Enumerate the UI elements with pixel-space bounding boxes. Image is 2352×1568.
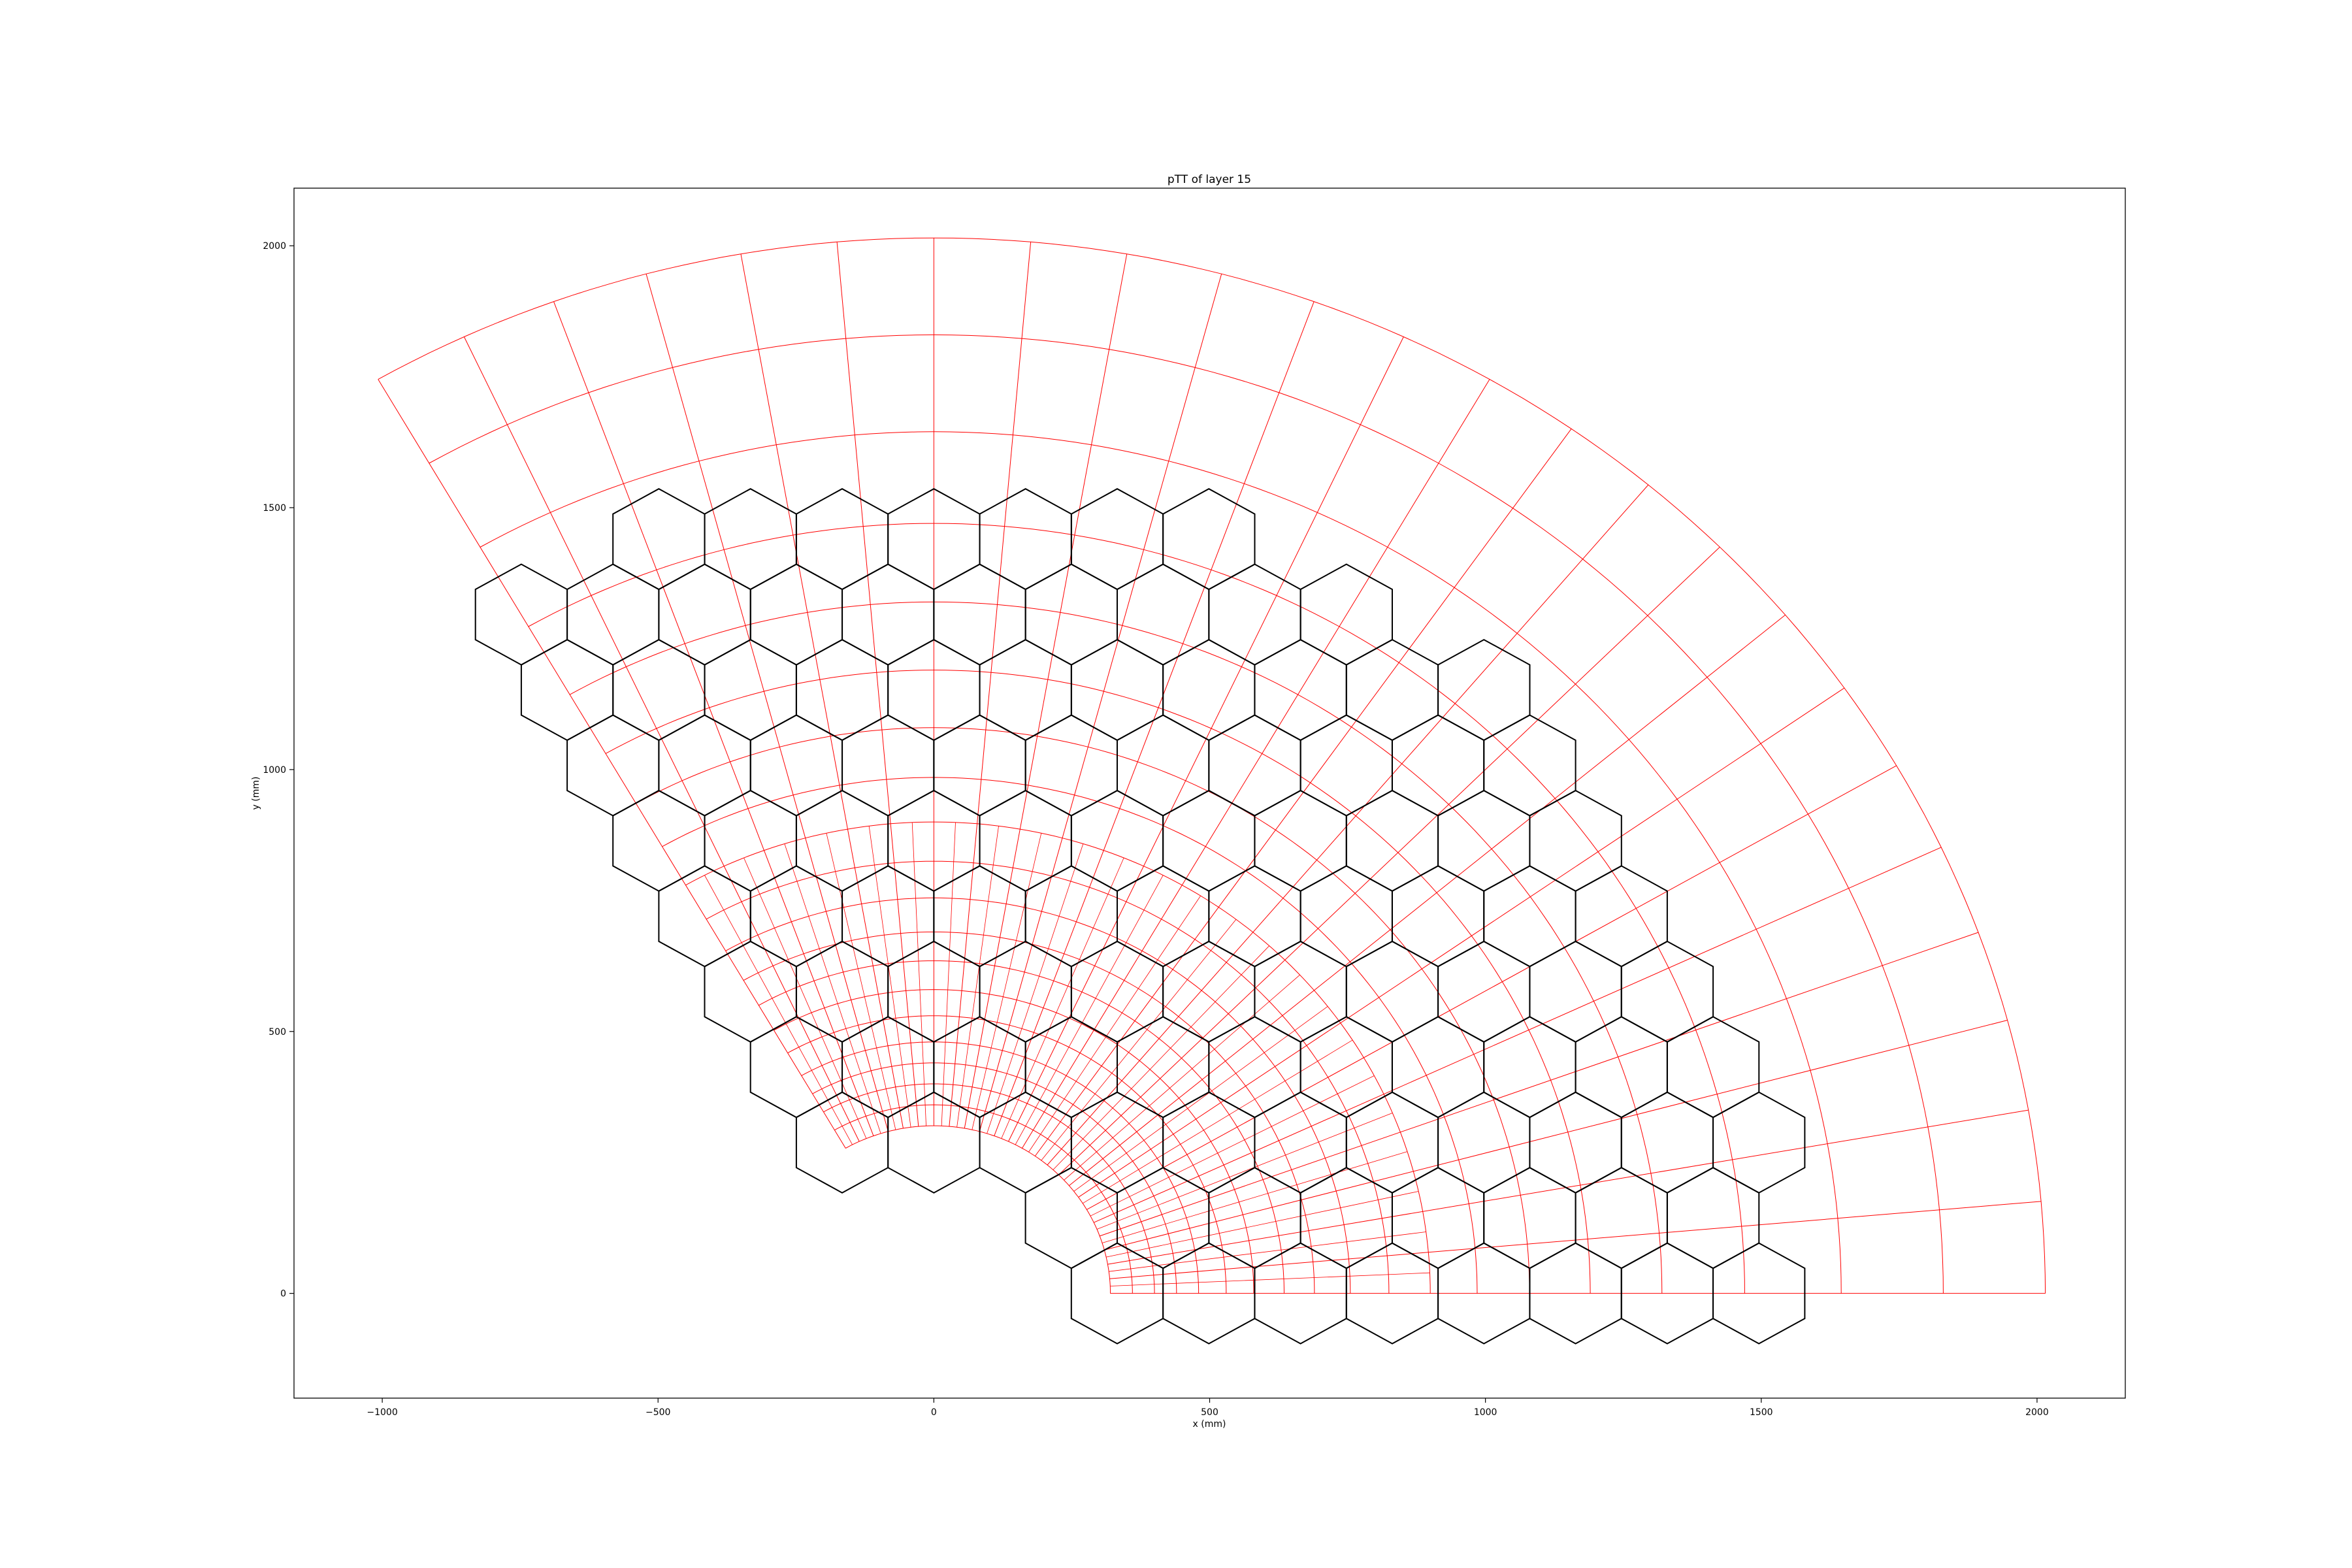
grid-spoke-inner: [868, 826, 911, 1128]
grid-spoke: [645, 274, 889, 1132]
grid-spoke-inner: [911, 822, 926, 1126]
grid-spoke: [964, 253, 1128, 1129]
grid-spoke-inner: [826, 833, 896, 1130]
grid-spoke-inner: [1041, 919, 1237, 1161]
module-hexagon: [1162, 488, 1256, 591]
x-tick-label: 1500: [1750, 1407, 1773, 1418]
grid-spoke-inner: [1073, 1006, 1328, 1192]
module-hexagons: [474, 488, 1806, 1345]
x-tick-label: −500: [645, 1407, 670, 1418]
chart-title: pTT of layer 15: [1168, 173, 1251, 186]
module-hexagon: [1437, 638, 1531, 742]
grid-spoke-inner: [1053, 945, 1269, 1170]
x-axis-label: x (mm): [1193, 1419, 1226, 1429]
module-hexagon: [1299, 563, 1393, 666]
grid-spoke: [740, 253, 904, 1129]
grid-spoke: [1100, 932, 1979, 1237]
grid-spoke: [1058, 546, 1720, 1175]
grid-spoke-inner: [1106, 1191, 1419, 1258]
y-axis-label: y (mm): [251, 777, 261, 810]
y-tick-label: 1500: [263, 503, 286, 514]
grid-spoke-inner: [784, 843, 881, 1134]
grid-spoke: [979, 274, 1222, 1132]
grid-spoke-inner: [987, 843, 1084, 1134]
x-tick-label: 500: [1201, 1407, 1218, 1418]
grid-spoke: [949, 242, 1032, 1127]
y-tick-label: 2000: [263, 241, 286, 252]
y-axis-ticks: 0 500 1000 1500 2000: [263, 241, 294, 1299]
grid-spoke-inner: [1001, 857, 1124, 1139]
grid-spoke-inner: [1064, 974, 1300, 1181]
grid-spoke-inner: [1096, 1113, 1393, 1230]
grid-spoke-inner: [972, 833, 1042, 1130]
grid-spoke: [1078, 687, 1845, 1198]
grid-spoke: [1047, 484, 1649, 1166]
y-tick-label: 1000: [263, 765, 286, 776]
x-tick-label: 2000: [2025, 1407, 2049, 1418]
grid-spoke: [836, 242, 919, 1127]
grid-spoke-inner: [956, 826, 999, 1128]
grid-spoke: [1094, 847, 1942, 1223]
grid-spoke: [1022, 379, 1490, 1149]
y-tick-label: 500: [269, 1027, 286, 1037]
grid-spoke: [1107, 1109, 2029, 1265]
grid-spoke: [1069, 614, 1786, 1186]
grid-spoke-inner: [1083, 1039, 1353, 1204]
x-tick-label: 1000: [1474, 1407, 1497, 1418]
grid-spoke-inner: [1109, 1232, 1426, 1272]
grid-spoke-inner: [1090, 1075, 1375, 1217]
grid-spoke-inner: [941, 822, 956, 1126]
grid-arc: [378, 237, 2046, 1294]
grid-spoke-inner: [743, 857, 867, 1139]
grid-spoke: [1086, 765, 1897, 1210]
grid-spoke-inner: [1102, 1151, 1408, 1243]
y-tick-label: 0: [280, 1289, 286, 1299]
grid-spoke: [1104, 1020, 2008, 1250]
grid-spoke: [553, 301, 874, 1136]
x-tick-label: 0: [931, 1407, 937, 1418]
grid-spoke: [378, 379, 846, 1149]
x-tick-label: −1000: [367, 1407, 397, 1418]
grid-spoke: [994, 301, 1315, 1136]
x-axis-ticks: −1000 −500 0 500 1000 1500 2000: [367, 1398, 2049, 1418]
